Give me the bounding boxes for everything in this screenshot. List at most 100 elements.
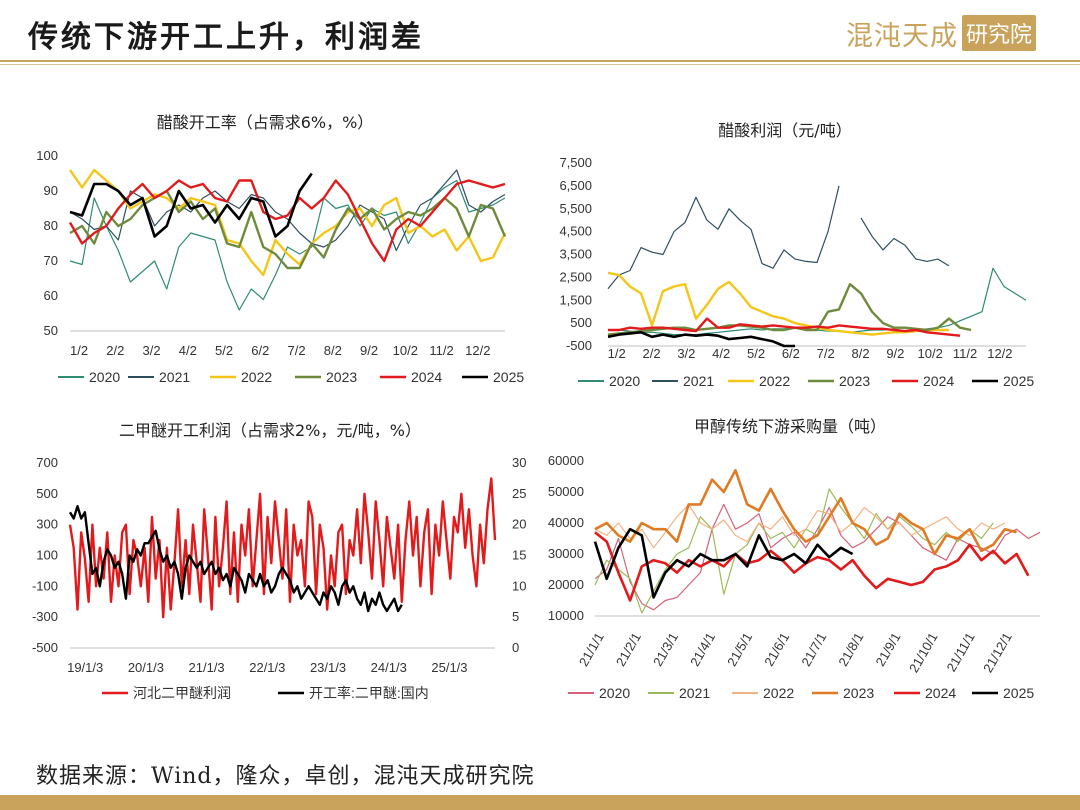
chart-methanol-downstream-purchase: 甲醇传统下游采购量（吨） 10000 20000 30000 40000 50000 600… — [548, 417, 1041, 701]
legend-label: 2024 — [923, 373, 954, 389]
x-tick-label: 5/2 — [215, 343, 233, 358]
x-tick-label: 21/6/1 — [761, 630, 792, 669]
legend-label: 2023 — [843, 685, 874, 701]
x-tick-label: 21/11/1 — [944, 630, 978, 674]
legend-label: 河北二甲醚利润 — [133, 685, 231, 701]
x-tick-label: 9/2 — [360, 343, 378, 358]
y-tick-label: 3,500 — [559, 247, 592, 262]
chart-title: 醋酸利润（元/吨） — [718, 121, 851, 140]
x-tick-label: 12/2 — [987, 346, 1012, 361]
x-tick-label: 4/2 — [712, 346, 730, 361]
x-tick-label: 9/2 — [886, 346, 904, 361]
y-tick-label: 4,500 — [559, 224, 592, 239]
x-tick-label: 7/2 — [288, 343, 306, 358]
x-tick-label: 2/2 — [106, 343, 124, 358]
chart-title: 二甲醚开工利润（占需求2%，元/吨，%） — [119, 421, 421, 440]
x-tick-label: 1/2 — [608, 346, 626, 361]
legend-label: 2020 — [89, 369, 120, 385]
legend-label: 2025 — [493, 369, 524, 385]
logo-box: 研究院 — [962, 15, 1037, 51]
legend-label: 2021 — [679, 685, 710, 701]
series-line-2024 — [608, 317, 961, 337]
y2-tick-label: 30 — [512, 455, 526, 470]
series-line-2025 — [607, 331, 795, 348]
chart-acetic-acid-operating-rate: 醋酸开工率（占需求6%，%） 50 60 70 80 90 100 1/2 2/2 3/2 4/2 5… — [36, 113, 524, 385]
y-tick-label: 50000 — [548, 484, 584, 499]
x-tick-label: 24/1/3 — [371, 660, 407, 675]
x-tick-label: 11/2 — [429, 343, 453, 358]
series-line-2025 — [593, 527, 854, 599]
series-line-2021 — [69, 169, 506, 252]
y-tick-label: 60 — [44, 288, 58, 303]
x-tick-label: 7/2 — [817, 346, 835, 361]
x-tick-label: 2/2 — [643, 346, 661, 361]
chart-title: 甲醇传统下游采购量（吨） — [694, 417, 886, 436]
x-tick-label: 8/2 — [852, 346, 870, 361]
y-tick-label: 500 — [36, 486, 58, 501]
x-tick-label: 21/9/1 — [872, 630, 903, 669]
footer-rule — [0, 795, 1080, 810]
y2-tick-label: 10 — [512, 578, 526, 593]
y-tick-label: 6,500 — [559, 178, 592, 193]
y2-tick-label: 0 — [512, 640, 519, 655]
x-tick-label: 11/2 — [953, 346, 977, 361]
series-line-2021 — [594, 488, 994, 614]
y-tick-label: 70 — [44, 253, 58, 268]
x-tick-label: 21/4/1 — [687, 630, 718, 669]
series-line-开工率:二甲醚:国内 — [68, 505, 403, 613]
y-tick-label: -500 — [566, 338, 592, 353]
series-line-2022 — [607, 271, 949, 336]
series-line-2020 — [594, 503, 1041, 611]
x-tick-label: 21/8/1 — [835, 630, 866, 669]
legend-label: 2020 — [599, 685, 630, 701]
x-tick-label: 10/2 — [393, 343, 418, 358]
legend-label: 2024 — [411, 369, 442, 385]
x-tick-label: 21/12/1 — [980, 630, 1015, 675]
y-tick-label: 10000 — [548, 608, 584, 623]
y2-tick-label: 20 — [512, 517, 526, 532]
legend-label: 2025 — [1003, 373, 1034, 389]
y-tick-label: 1,500 — [559, 292, 592, 307]
x-tick-label: 12/2 — [465, 343, 490, 358]
x-tick-label: 19/1/3 — [67, 660, 103, 675]
legend-label: 2022 — [241, 369, 272, 385]
x-tick-label: 6/2 — [251, 343, 269, 358]
x-tick-label: 3/2 — [143, 343, 161, 358]
logo: 混沌天成 研究院 — [846, 14, 1037, 52]
y-tick-label: 90 — [44, 183, 58, 198]
series-line-2024 — [68, 179, 506, 263]
series-line-河北二甲醚利润 — [68, 477, 497, 619]
x-tick-label: 21/10/1 — [906, 630, 941, 675]
series-line-2020 — [69, 179, 506, 311]
x-tick-label: 8/2 — [324, 343, 342, 358]
y-tick-label: 100 — [36, 148, 58, 163]
x-tick-label: 21/1/1 — [576, 630, 607, 669]
legend-label: 2022 — [759, 373, 790, 389]
y-tick-label: 60000 — [548, 453, 584, 468]
y-tick-label: 500 — [570, 315, 592, 330]
series-line-2020 — [608, 267, 1027, 336]
x-tick-label: 6/2 — [782, 346, 800, 361]
x-tick-label: 21/1/3 — [189, 660, 225, 675]
legend-label: 2025 — [1003, 685, 1034, 701]
legend-label: 2020 — [609, 373, 640, 389]
header-rule-thin — [0, 64, 1080, 65]
x-tick-label: 10/2 — [918, 346, 943, 361]
logo-text: 混沌天成 — [846, 20, 958, 52]
x-tick-label: 22/1/3 — [249, 660, 285, 675]
y-tick-label: 2,500 — [559, 269, 592, 284]
y-tick-label: 80 — [44, 218, 58, 233]
series-line-2025 — [69, 172, 313, 238]
series-line-2023 — [594, 469, 1017, 556]
legend-label: 2023 — [326, 369, 357, 385]
x-tick-label: 20/1/3 — [128, 660, 164, 675]
legend-label: 2024 — [925, 685, 956, 701]
header-rule — [0, 60, 1080, 62]
y-tick-label: 40000 — [548, 515, 584, 530]
legend-label: 2021 — [159, 369, 190, 385]
y-tick-label: 300 — [36, 517, 58, 532]
y-tick-label: -100 — [32, 578, 58, 593]
x-tick-label: 1/2 — [70, 343, 88, 358]
page-title: 传统下游开工上升，利润差 — [28, 20, 424, 55]
series-line-2022 — [594, 503, 1006, 549]
